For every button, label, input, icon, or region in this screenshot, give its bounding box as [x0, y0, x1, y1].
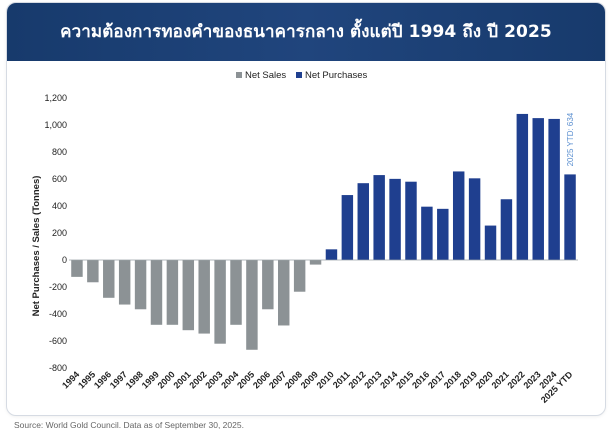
bar-2003: [214, 260, 226, 344]
x-tick-label: 2005: [235, 369, 256, 390]
bar-2017: [437, 208, 449, 260]
bar-2011: [341, 195, 354, 260]
x-tick-label: 2014: [378, 369, 399, 390]
y-tick-label: -800: [49, 363, 67, 373]
y-tick-label: 800: [52, 147, 67, 157]
x-tick-label: 1999: [140, 369, 161, 390]
x-tick-label: 2012: [346, 369, 367, 390]
x-tick-label: 2008: [283, 369, 304, 390]
bar-2020: [484, 225, 497, 260]
bar-2009: [309, 260, 322, 265]
bar-1995: [87, 260, 99, 283]
x-tick-label: 2020: [474, 369, 495, 390]
y-tick-label: -600: [49, 336, 67, 346]
x-tick-label: 1995: [76, 369, 97, 390]
bar-2000: [166, 260, 179, 325]
x-tick-label: 2009: [299, 369, 320, 390]
x-tick-label: 2018: [442, 369, 463, 390]
bar-2006: [262, 260, 274, 310]
y-tick-label: 600: [52, 174, 67, 184]
y-tick-label: -200: [49, 282, 67, 292]
chart-title: ความต้องการทองคำของธนาคารกลาง ตั้งแต่ปี …: [7, 3, 605, 61]
bar-2015: [405, 181, 417, 260]
bar-2008: [293, 260, 306, 292]
x-tick-label: 2007: [267, 369, 288, 390]
x-tick-label: 2001: [171, 369, 192, 390]
y-tick-label: 200: [52, 228, 67, 238]
x-tick-label: 2010: [315, 369, 336, 390]
legend-swatch-sales: [236, 72, 242, 78]
x-tick-label: 2000: [156, 369, 177, 390]
bar-2023: [532, 118, 544, 261]
x-tick-label: 2015: [394, 369, 415, 390]
bar-2014: [389, 178, 401, 260]
bar-1997: [118, 260, 131, 305]
bar-2025-ytd: [564, 174, 576, 260]
bar-1999: [150, 260, 163, 325]
bar-2013: [373, 175, 385, 260]
y-tick-label: -400: [49, 309, 67, 319]
x-axis-ticks: 1994199519961997199819992000200120022003…: [60, 369, 575, 405]
x-tick-label: 1996: [92, 369, 113, 390]
source-note: Source: World Gold Council. Data as of S…: [14, 420, 244, 430]
bar-2018: [452, 171, 465, 260]
bar-2024: [548, 118, 560, 260]
bar-2021: [500, 199, 513, 260]
bar-2002: [198, 260, 210, 334]
bars: [71, 113, 576, 350]
x-tick-label: 2004: [219, 369, 240, 390]
y-tick-label: 1,000: [44, 120, 67, 130]
x-tick-label: 2019: [458, 369, 479, 390]
bar-1994: [71, 260, 83, 277]
y-tick-label: 0: [62, 255, 67, 265]
bar-2010: [325, 249, 338, 260]
bar-2004: [230, 260, 242, 325]
bar-2022: [516, 113, 529, 261]
x-tick-label: 2017: [426, 369, 447, 390]
bar-2016: [421, 206, 433, 260]
x-tick-label: 2016: [410, 369, 431, 390]
y-axis-label: Net Purchases / Sales (Tonnes): [31, 176, 42, 317]
bar-1996: [103, 260, 115, 298]
bar-1998: [134, 260, 147, 310]
ytd-annotation: 2025 YTD: 634: [566, 112, 575, 166]
legend-swatch-purchases: [296, 72, 302, 78]
x-tick-label: 2006: [251, 369, 272, 390]
x-tick-label: 2002: [187, 369, 208, 390]
bar-chart: -800-600-400-20002004006008001,0001,200 …: [31, 70, 578, 405]
bar-2019: [468, 178, 481, 260]
x-tick-label: 2003: [203, 369, 224, 390]
x-tick-label: 1997: [108, 369, 129, 390]
bar-2012: [357, 183, 369, 260]
x-tick-label: 2022: [506, 369, 527, 390]
x-tick-label: 2023: [521, 369, 542, 390]
chart-card: ความต้องการทองคำของธนาคารกลาง ตั้งแต่ปี …: [6, 2, 606, 416]
x-tick-label: 2021: [490, 369, 511, 390]
bar-2001: [182, 260, 195, 331]
legend: Net Sales Net Purchases: [236, 70, 368, 81]
bar-2007: [278, 260, 290, 326]
y-axis-ticks: -800 -600 -400 -200 0 200 400 600 800 1,000 1,200: [44, 93, 67, 373]
legend-label-sales: Net Sales: [245, 70, 286, 81]
legend-label-purchases: Net Purchases: [305, 70, 368, 81]
y-tick-label: 400: [52, 201, 67, 211]
x-tick-label: 2013: [362, 369, 383, 390]
y-tick-label: 1,200: [44, 93, 67, 103]
x-tick-label: 1998: [124, 369, 145, 390]
bar-2005: [246, 260, 258, 350]
